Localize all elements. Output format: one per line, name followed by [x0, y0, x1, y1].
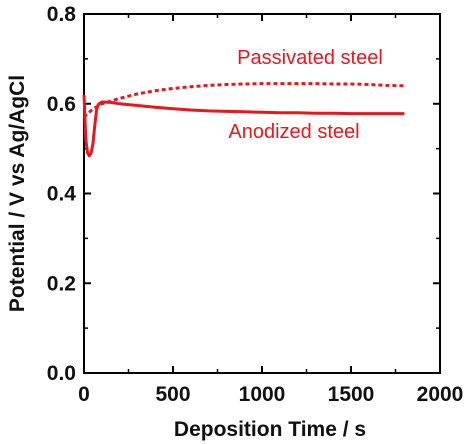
- y-tick-label: 0.4: [47, 183, 77, 206]
- y-tick-label: 0.2: [47, 272, 76, 295]
- y-tick-label: 0.8: [47, 3, 77, 26]
- series-label: Passivated steel: [237, 47, 383, 69]
- y-tick-label: 0.6: [47, 93, 76, 116]
- series-line-anodized-steel: [82, 94, 405, 158]
- x-tick-label: 1000: [239, 383, 286, 406]
- x-tick-label: 0: [78, 383, 90, 406]
- series-label: Anodized steel: [228, 121, 359, 143]
- x-axis-title: Deposition Time / s: [174, 418, 366, 441]
- y-tick-label: 0.0: [47, 362, 76, 385]
- x-tick-label: 1500: [328, 383, 375, 406]
- x-tick-label: 500: [155, 383, 190, 406]
- y-axis-title: Potential / V vs Ag/AgCl: [6, 75, 29, 312]
- x-tick-label: 2000: [417, 383, 464, 406]
